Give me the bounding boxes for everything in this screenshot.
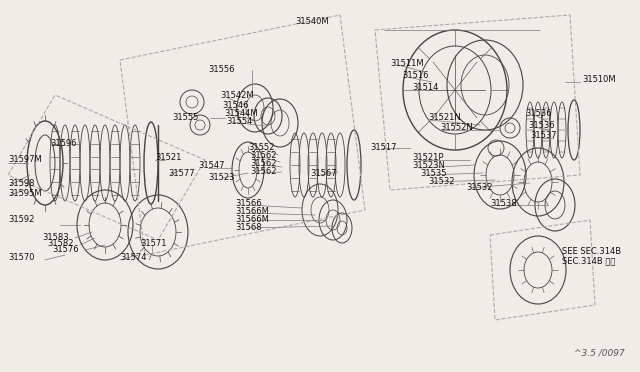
Text: SEC.314B 参照: SEC.314B 参照 [562,257,616,266]
Text: 31574: 31574 [120,253,147,263]
Text: 31562: 31562 [250,167,276,176]
Text: 31556: 31556 [208,65,234,74]
Text: 31521P: 31521P [412,154,444,163]
Text: 31523N: 31523N [412,161,445,170]
Text: 31552: 31552 [248,142,275,151]
Text: 31535: 31535 [420,170,447,179]
Text: 31536: 31536 [525,109,552,118]
Text: 31536: 31536 [528,122,555,131]
Text: 31538: 31538 [490,199,516,208]
Text: 31555: 31555 [172,113,198,122]
Text: 31583: 31583 [42,232,68,241]
Text: 31554: 31554 [226,116,252,125]
Text: 31544M: 31544M [224,109,258,118]
Text: 31514: 31514 [412,83,438,93]
Text: 31592: 31592 [8,215,35,224]
Text: 31542M: 31542M [220,92,253,100]
Text: 31597M: 31597M [8,155,42,164]
Text: SEE SEC.314B: SEE SEC.314B [562,247,621,257]
Text: 31571: 31571 [140,238,166,247]
Text: 31523: 31523 [208,173,234,182]
Text: 31568: 31568 [235,224,262,232]
Text: 31566M: 31566M [235,215,269,224]
Text: 31511M: 31511M [390,58,424,67]
Text: 31562: 31562 [250,151,276,160]
Text: 31596: 31596 [50,140,77,148]
Text: 31516: 31516 [402,71,429,80]
Text: 31521N: 31521N [428,113,461,122]
Text: 31566M: 31566M [235,208,269,217]
Text: 31562: 31562 [250,160,276,169]
Text: 31570: 31570 [8,253,35,262]
Text: 31577: 31577 [168,169,195,177]
Text: 31521: 31521 [155,154,181,163]
Text: 31582: 31582 [47,240,74,248]
Text: 31576: 31576 [52,246,79,254]
Text: 31595M: 31595M [8,189,42,198]
Text: 31532: 31532 [466,183,493,192]
Text: 31532: 31532 [428,176,454,186]
Text: 31537: 31537 [530,131,557,141]
Text: 31552N: 31552N [440,124,473,132]
Text: 31566: 31566 [235,199,262,208]
Text: 31567: 31567 [310,170,337,179]
Text: 31598: 31598 [8,180,35,189]
Text: 31546: 31546 [222,100,248,109]
Text: 31517: 31517 [370,142,397,151]
Text: ^3.5 /0097: ^3.5 /0097 [574,349,625,358]
Text: 31540M: 31540M [295,17,328,26]
Text: 31510M: 31510M [582,76,616,84]
Text: 31547: 31547 [198,160,225,170]
